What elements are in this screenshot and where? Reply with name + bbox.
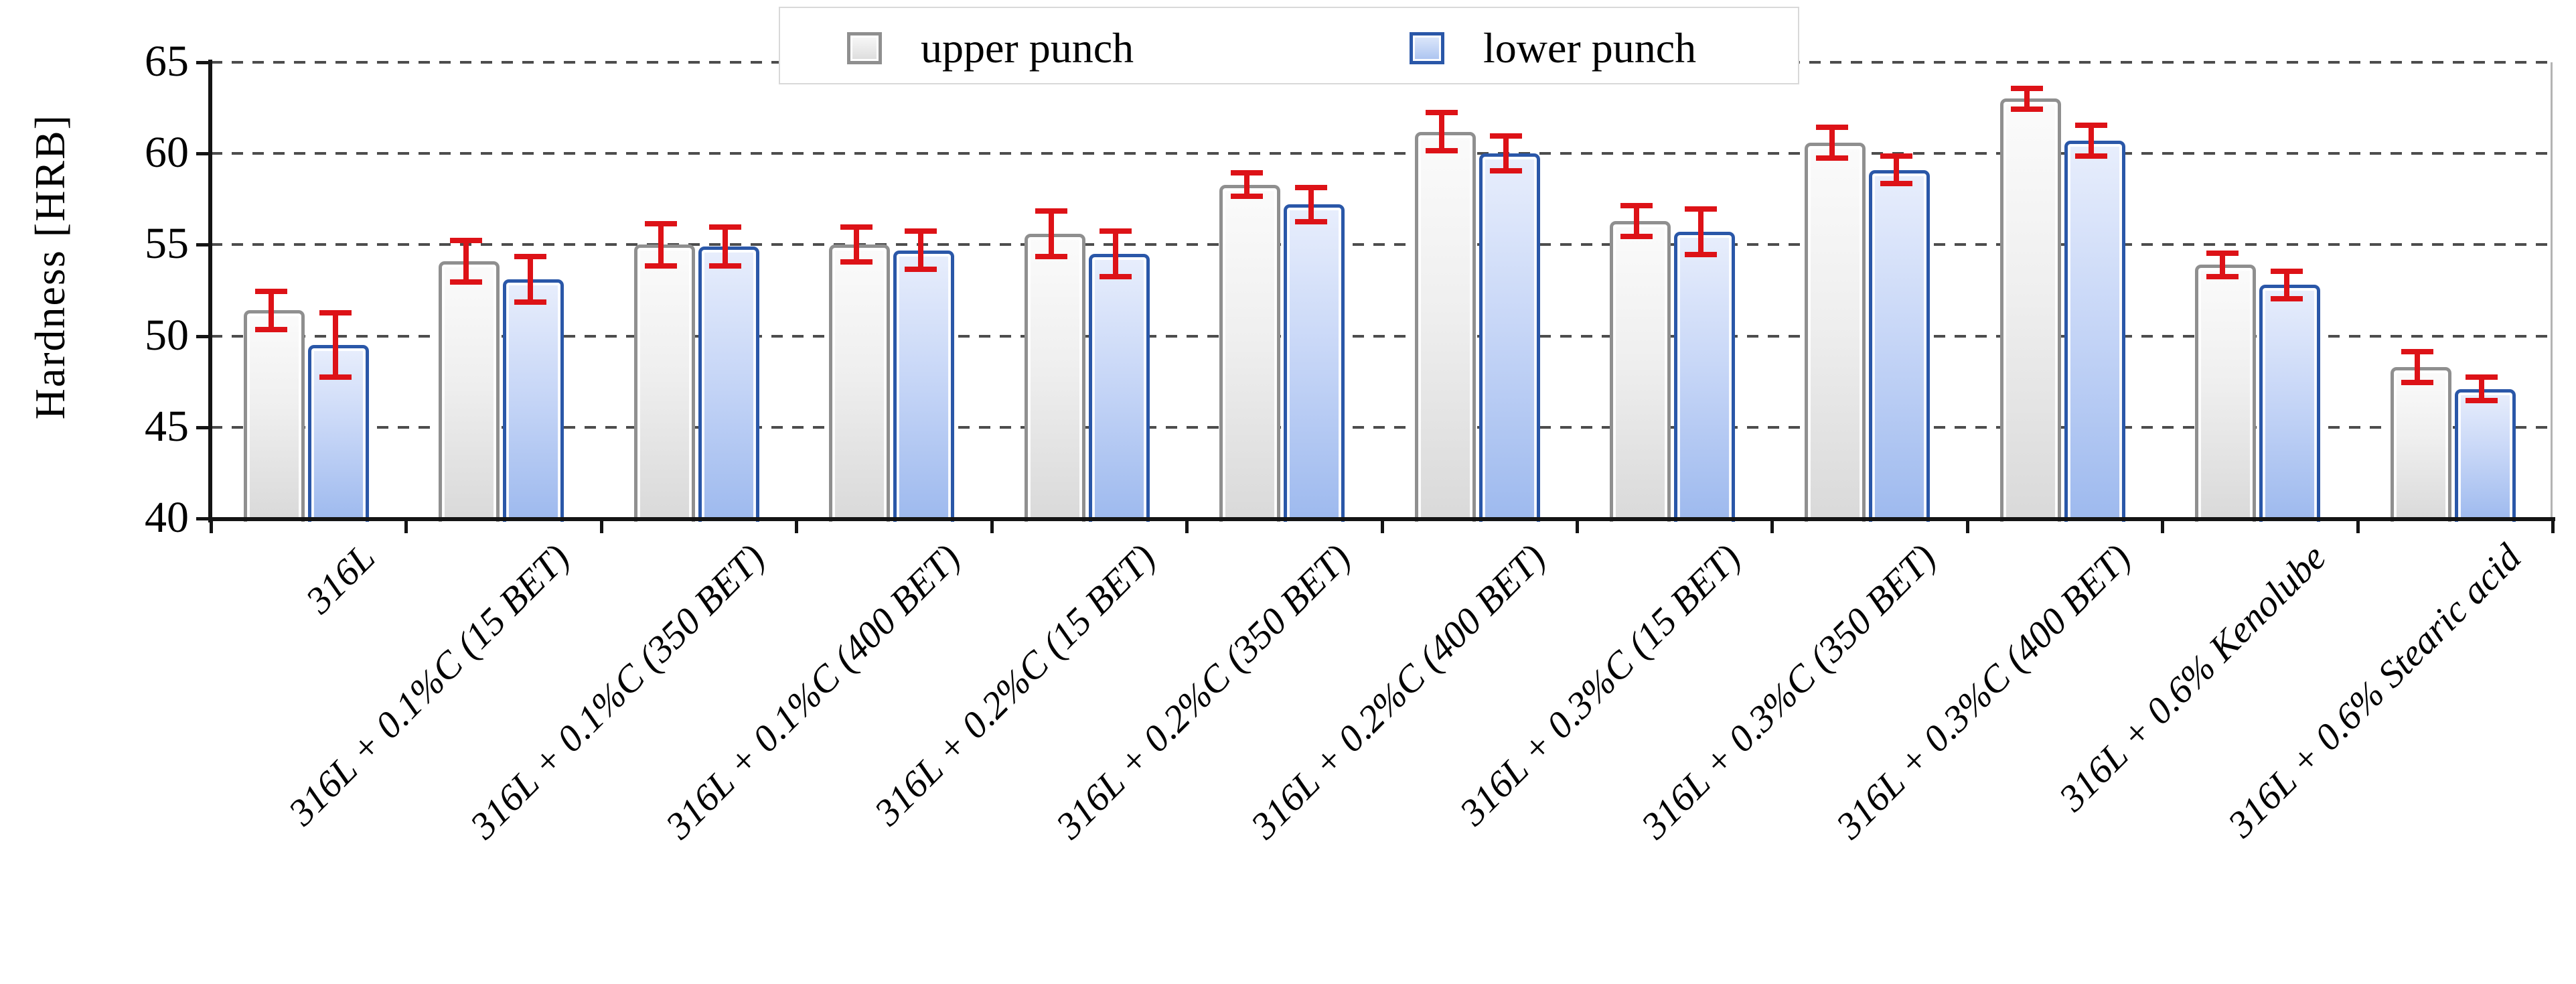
- bar-upper-316L + 0.2%C (15 BET): [1024, 234, 1085, 522]
- bar-lower-316L + 0.2%C (400 BET): [1479, 153, 1540, 522]
- y-tick-label-60: 60: [145, 128, 189, 178]
- bar-upper-316L + 0.1%C (350 BET): [633, 244, 695, 522]
- y-tick-label-45: 45: [145, 401, 189, 451]
- bar-lower-316L + 0.3%C (15 BET): [1673, 232, 1735, 522]
- error-lower-316L + 0.3%C (350 BET): [1880, 153, 1912, 187]
- error-upper-316L + 0.2%C (400 BET): [1426, 109, 1458, 154]
- bar-upper-316L + 0.1%C (400 BET): [829, 244, 891, 522]
- x-tick-9: [1965, 518, 1969, 533]
- plot-right-border: [2551, 62, 2553, 518]
- error-lower-316L + 0.1%C (400 BET): [904, 228, 937, 273]
- error-upper-316L + 0.2%C (15 BET): [1035, 208, 1068, 260]
- bar-upper-316L + 0.3%C (350 BET): [1805, 142, 1866, 522]
- error-upper-316L + 0.6% Stearic acid: [2401, 348, 2434, 386]
- legend-entry-lower-punch: lower punch: [1410, 27, 1696, 70]
- error-upper-316L + 0.3%C (350 BET): [1815, 124, 1848, 161]
- error-lower-316L + 0.1%C (350 BET): [709, 224, 742, 269]
- x-tick-0: [210, 518, 213, 533]
- bar-lower-316L + 0.1%C (15 BET): [503, 279, 564, 522]
- error-upper-316L + 0.1%C (400 BET): [840, 224, 873, 265]
- error-lower-316L + 0.2%C (350 BET): [1294, 184, 1327, 225]
- legend-box: [779, 7, 1799, 84]
- y-tick-60: [196, 152, 212, 156]
- error-lower-316L + 0.3%C (15 BET): [1685, 206, 1718, 258]
- bar-lower-316L + 0.2%C (350 BET): [1284, 204, 1345, 522]
- y-tick-40: [196, 517, 212, 520]
- x-tick-5: [1185, 518, 1189, 533]
- error-lower-316L + 0.2%C (400 BET): [1490, 133, 1522, 174]
- bar-upper-316L + 0.1%C (15 BET): [439, 261, 500, 522]
- error-lower-316L + 0.1%C (15 BET): [514, 254, 546, 305]
- bar-upper-316L + 0.3%C (400 BET): [1999, 98, 2061, 522]
- x-tick-8: [1770, 518, 1774, 533]
- lower-punch-swatch-icon: [1410, 32, 1444, 64]
- x-tick-2: [599, 518, 603, 533]
- y-tick-50: [196, 334, 212, 338]
- y-tick-label-50: 50: [145, 310, 189, 360]
- error-lower-316L + 0.6% Kenolube: [2270, 268, 2303, 301]
- y-axis-title: Hardness [HRB]: [26, 114, 74, 420]
- error-upper-316L: [254, 288, 287, 333]
- bar-lower-316L + 0.3%C (400 BET): [2064, 141, 2125, 522]
- x-tick-10: [2161, 518, 2165, 533]
- error-upper-316L + 0.2%C (350 BET): [1230, 169, 1263, 200]
- legend-label-upper-punch: upper punch: [921, 24, 1134, 72]
- error-lower-316L + 0.3%C (400 BET): [2075, 122, 2108, 159]
- y-tick-45: [196, 425, 212, 429]
- y-axis-line: [208, 60, 212, 522]
- bar-lower-316L + 0.3%C (350 BET): [1869, 169, 1930, 522]
- bar-upper-316L + 0.6% Stearic acid: [2390, 366, 2451, 522]
- y-tick-label-55: 55: [145, 219, 189, 269]
- y-tick-55: [196, 243, 212, 247]
- x-tick-3: [795, 518, 799, 533]
- y-tick-label-65: 65: [145, 37, 189, 86]
- legend-label-lower-punch: lower punch: [1483, 24, 1697, 72]
- x-label-316L: 316L: [297, 536, 383, 622]
- gridline-60: [211, 152, 2553, 155]
- bar-lower-316L + 0.1%C (350 BET): [698, 247, 759, 522]
- gridline-45: [211, 425, 2553, 429]
- bar-upper-316L: [244, 310, 305, 522]
- x-tick-7: [1575, 518, 1579, 533]
- bar-lower-316L + 0.1%C (400 BET): [893, 250, 955, 522]
- x-tick-1: [404, 518, 408, 533]
- upper-punch-swatch-icon: [847, 32, 882, 64]
- error-lower-316L: [319, 310, 352, 380]
- y-tick-label-40: 40: [145, 493, 189, 542]
- bar-lower-316L + 0.6% Kenolube: [2259, 285, 2321, 522]
- bar-upper-316L + 0.2%C (350 BET): [1219, 184, 1281, 522]
- error-lower-316L + 0.2%C (15 BET): [1100, 228, 1132, 280]
- error-upper-316L + 0.6% Kenolube: [2206, 250, 2239, 280]
- error-upper-316L + 0.3%C (400 BET): [2011, 86, 2044, 112]
- bar-upper-316L + 0.2%C (400 BET): [1414, 131, 1476, 522]
- bar-upper-316L + 0.3%C (15 BET): [1609, 220, 1671, 522]
- error-upper-316L + 0.3%C (15 BET): [1620, 202, 1653, 240]
- x-tick-12: [2551, 518, 2555, 533]
- error-upper-316L + 0.1%C (350 BET): [645, 220, 678, 269]
- error-upper-316L + 0.1%C (15 BET): [449, 237, 482, 285]
- x-tick-11: [2356, 518, 2360, 533]
- legend-entry-upper-punch: upper punch: [847, 27, 1134, 70]
- bar-lower-316L + 0.2%C (15 BET): [1088, 254, 1150, 522]
- gridline-55: [211, 243, 2553, 247]
- x-tick-6: [1380, 518, 1384, 533]
- bar-lower-316L + 0.6% Stearic acid: [2454, 389, 2516, 522]
- y-tick-65: [196, 61, 212, 64]
- error-lower-316L + 0.6% Stearic acid: [2466, 374, 2498, 404]
- gridline-50: [211, 334, 2553, 338]
- x-tick-4: [990, 518, 994, 533]
- bar-upper-316L + 0.6% Kenolube: [2195, 265, 2257, 522]
